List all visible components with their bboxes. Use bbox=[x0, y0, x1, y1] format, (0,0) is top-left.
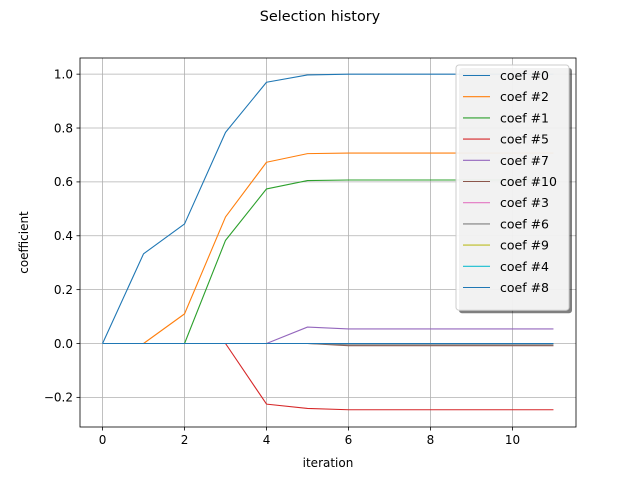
series-line bbox=[102, 326, 554, 345]
y-axis: −0.2 0.0 0.2 0.4 0.6 0.8 1.0 bbox=[44, 67, 80, 405]
y-tick-label: 0.0 bbox=[54, 337, 73, 351]
y-tick-label: 0.8 bbox=[54, 121, 73, 135]
y-tick-label: 0.6 bbox=[54, 175, 73, 189]
legend-label: coef #0 bbox=[500, 68, 549, 83]
legend-label: coef #9 bbox=[500, 238, 549, 253]
legend-label: coef #3 bbox=[500, 195, 549, 210]
x-tick-label: 4 bbox=[263, 433, 271, 447]
plot-frame bbox=[79, 57, 577, 428]
y-tick-label: 1.0 bbox=[54, 67, 73, 81]
y-tick-label: −0.2 bbox=[44, 391, 73, 405]
x-tick-label: 6 bbox=[345, 433, 353, 447]
x-axis-label: iteration bbox=[303, 456, 354, 470]
series-line bbox=[102, 342, 554, 411]
chart-title: Selection history bbox=[260, 9, 381, 25]
legend-label: coef #10 bbox=[500, 174, 557, 189]
legend-label: coef #5 bbox=[500, 132, 549, 147]
y-axis-label: coefficient bbox=[17, 211, 31, 274]
x-tick-label: 8 bbox=[427, 433, 435, 447]
y-tick-label: 0.2 bbox=[54, 283, 73, 297]
legend: coef #0 coef #2 coef #1 coef #5 coef #7 coef … bbox=[455, 64, 572, 314]
legend-label: coef #6 bbox=[500, 216, 549, 231]
legend-box bbox=[455, 64, 570, 311]
legend-label: coef #4 bbox=[500, 259, 549, 274]
legend-label: coef #2 bbox=[500, 89, 549, 104]
x-tick-label: 10 bbox=[505, 433, 520, 447]
legend-label: coef #1 bbox=[500, 110, 549, 125]
x-tick-label: 2 bbox=[181, 433, 189, 447]
x-axis: 0 2 4 6 8 10 bbox=[99, 427, 520, 447]
legend-label: coef #7 bbox=[500, 153, 549, 168]
x-tick-label: 0 bbox=[99, 433, 107, 447]
y-tick-label: 0.4 bbox=[54, 229, 73, 243]
legend-label: coef #8 bbox=[500, 280, 549, 295]
